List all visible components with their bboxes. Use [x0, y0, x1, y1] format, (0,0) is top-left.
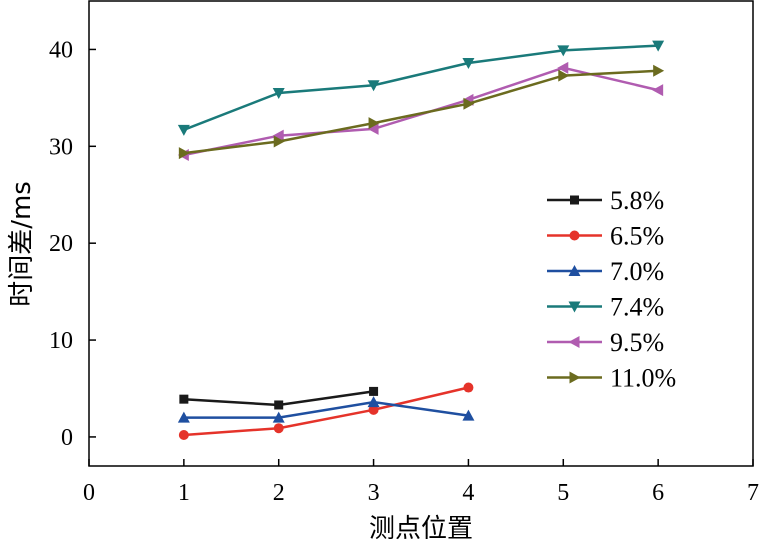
legend-label: 5.8% — [610, 186, 664, 215]
data-point — [177, 411, 190, 423]
x-tick-label: 6 — [652, 480, 664, 506]
legend-marker — [568, 336, 580, 348]
y-axis-title: 时间差/ms — [7, 181, 37, 307]
data-point — [272, 129, 284, 142]
legend-label: 9.5% — [610, 328, 664, 357]
x-tick-label: 4 — [462, 480, 474, 506]
legend-marker — [569, 371, 581, 384]
data-point — [463, 382, 474, 393]
data-point — [652, 40, 665, 52]
data-point — [273, 135, 285, 148]
data-point — [557, 45, 570, 57]
data-point — [369, 386, 379, 396]
series-line — [183, 66, 659, 157]
data-point — [368, 117, 380, 130]
data-point — [462, 58, 475, 69]
x-tick-label: 7 — [747, 480, 759, 506]
y-tick-label: 40 — [49, 37, 73, 63]
series-7.4% — [177, 40, 665, 136]
x-tick-label: 2 — [273, 480, 285, 506]
legend-item: 9.5% — [547, 328, 664, 357]
x-tick-label: 5 — [557, 480, 569, 506]
data-point — [178, 147, 190, 160]
legend-label: 6.5% — [610, 222, 664, 251]
legend-item: 11.0% — [547, 364, 676, 393]
data-point — [652, 84, 664, 97]
legend-marker — [568, 265, 581, 276]
series-line — [183, 69, 659, 155]
legend-item: 6.5% — [547, 222, 664, 251]
y-tick-label: 30 — [49, 134, 73, 160]
legend-marker — [570, 195, 579, 205]
legend-marker — [568, 301, 581, 313]
series-line — [183, 44, 659, 131]
legend-label: 7.0% — [610, 257, 664, 286]
x-tick-label: 1 — [178, 480, 190, 506]
series-5.8% — [179, 386, 379, 410]
legend-label: 11.0% — [610, 364, 676, 393]
legend: 5.8% 6.5% 7.0% 7.4% 9.5% 11.0% — [547, 186, 676, 393]
series-7.0% — [177, 396, 475, 423]
data-point — [272, 411, 285, 423]
y-tick-label: 0 — [61, 425, 73, 451]
legend-label: 7.4% — [610, 293, 664, 322]
legend-item: 7.4% — [547, 293, 664, 322]
series-group — [177, 40, 665, 440]
axis-ticks: 0 1 2 3 4 5 6 7 0 10 20 30 40 — [49, 37, 759, 506]
series-line — [183, 400, 469, 419]
data-point — [367, 396, 380, 408]
x-tick-label: 0 — [83, 480, 95, 506]
y-tick-label: 20 — [49, 231, 73, 257]
data-point — [558, 69, 570, 82]
plot-frame — [88, 0, 754, 467]
series-line — [183, 386, 469, 437]
legend-item: 7.0% — [547, 257, 664, 286]
series-6.5% — [178, 382, 474, 440]
legend-marker — [569, 230, 580, 241]
data-point — [463, 97, 475, 110]
data-point — [557, 61, 569, 74]
data-point — [273, 423, 284, 434]
y-tick-label: 10 — [49, 328, 73, 354]
x-tick-label: 3 — [368, 480, 380, 506]
data-point — [367, 122, 379, 135]
legend-item: 5.8% — [547, 186, 664, 215]
series-11.0% — [178, 64, 665, 160]
data-point — [274, 400, 284, 410]
data-point — [368, 404, 379, 415]
data-point — [177, 124, 190, 136]
data-point — [653, 64, 665, 77]
data-point — [179, 394, 189, 404]
data-point — [178, 430, 189, 440]
data-point — [272, 88, 285, 100]
data-point — [367, 80, 380, 92]
data-point — [462, 409, 475, 421]
x-axis-title: 测点位置 — [369, 514, 473, 544]
